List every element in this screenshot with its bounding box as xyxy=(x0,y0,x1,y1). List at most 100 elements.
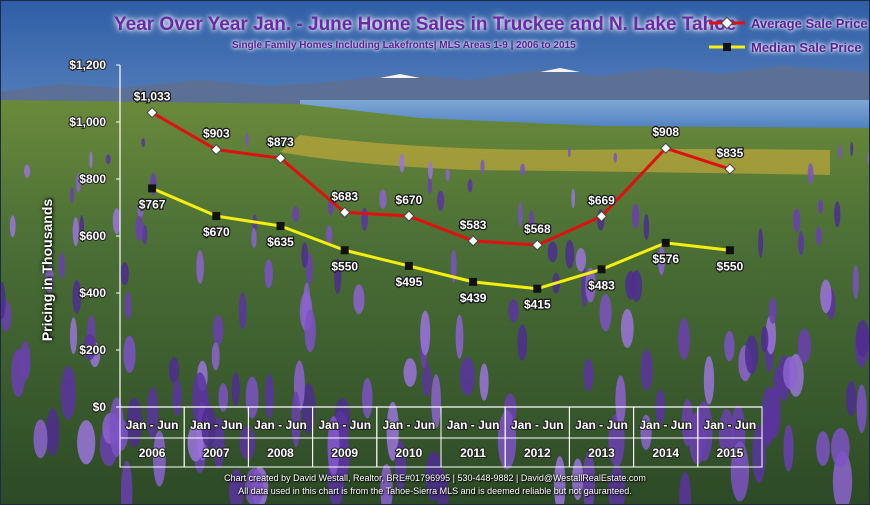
lupine-flower xyxy=(625,271,637,300)
data-label: $576 xyxy=(652,252,679,266)
lupine-flower xyxy=(301,383,316,434)
lupine-flower xyxy=(135,215,144,241)
x-tick-range-label: Jan - Jun xyxy=(575,418,628,432)
data-point-marker xyxy=(210,143,222,156)
lupine-flower xyxy=(244,468,264,505)
lupine-flower xyxy=(694,401,713,462)
lupine-flower xyxy=(115,419,128,451)
lupine-flower xyxy=(362,378,373,419)
data-point-marker xyxy=(661,238,670,247)
lupine-flower xyxy=(613,152,618,163)
y-tick-label: $1,000 xyxy=(69,115,106,129)
lupine-flower xyxy=(575,247,587,272)
lupine-flower xyxy=(83,334,97,360)
chart-title: Year Over Year Jan. - June Home Sales in… xyxy=(114,14,737,35)
lupine-flower xyxy=(201,405,217,448)
lupine-flower xyxy=(60,365,76,420)
lupine-flower xyxy=(450,249,457,283)
lupine-flower xyxy=(137,200,144,219)
data-label: $635 xyxy=(267,235,294,249)
lupine-flower xyxy=(304,309,316,353)
lupine-flower xyxy=(856,384,867,434)
lupine-flower xyxy=(724,330,735,362)
lupine-flower xyxy=(422,363,432,397)
lupine-flower xyxy=(238,292,247,330)
lupine-flower xyxy=(105,154,111,165)
lupine-flower xyxy=(45,408,60,456)
data-label: $908 xyxy=(652,125,679,139)
lupine-flower xyxy=(783,356,798,390)
lupine-flower xyxy=(9,215,16,238)
y-tick-label: $400 xyxy=(79,286,106,300)
lupine-flower xyxy=(445,168,450,181)
lupine-flower xyxy=(168,356,180,384)
lupine-flower xyxy=(807,163,814,185)
lupine-flower xyxy=(583,358,594,392)
data-label: $568 xyxy=(524,222,551,236)
lupine-flower xyxy=(520,163,526,176)
x-tick-year-label: 2006 xyxy=(139,446,166,460)
lupine-flower xyxy=(793,208,801,233)
lupine-flower xyxy=(679,471,692,505)
data-point-marker xyxy=(660,142,672,154)
lupine-flower xyxy=(816,431,830,466)
data-point-marker xyxy=(531,239,543,251)
series-line-average xyxy=(151,111,731,247)
lupine-flower xyxy=(353,284,365,315)
lupine-flower xyxy=(608,413,625,467)
lupine-flower xyxy=(245,133,249,148)
x-tick-range-label: Jan - Jun xyxy=(511,418,564,432)
data-label: $439 xyxy=(460,291,487,305)
data-point-marker xyxy=(533,284,542,293)
y-tick-label: $800 xyxy=(79,172,106,186)
data-point-marker xyxy=(276,222,285,231)
data-label: $495 xyxy=(396,275,423,289)
data-label: $1,033 xyxy=(134,90,171,104)
data-label: $683 xyxy=(331,189,358,203)
x-tick-range-label: Jan - Jun xyxy=(447,418,500,432)
lupine-flower xyxy=(567,146,571,158)
x-tick-year-label: 2007 xyxy=(203,446,230,460)
lupine-flower xyxy=(231,372,240,406)
data-point-marker xyxy=(597,265,606,274)
y-tick-label: $0 xyxy=(93,400,107,414)
data-point-marker xyxy=(148,184,157,193)
lupine-flower xyxy=(834,201,841,228)
lupine-flower xyxy=(768,297,777,324)
lupine-flowers xyxy=(0,133,870,505)
data-label: $670 xyxy=(396,193,423,207)
lupine-flower xyxy=(571,188,576,209)
lupine-flower xyxy=(89,151,93,169)
lupine-flower xyxy=(301,242,309,268)
x-tick-range-label: Jan - Jun xyxy=(318,418,371,432)
lupine-flower xyxy=(327,415,340,477)
lupine-flower xyxy=(467,179,473,193)
lupine-flower xyxy=(0,281,6,320)
x-tick-range-label: Jan - Jun xyxy=(190,418,243,432)
y-tick-label: $600 xyxy=(79,229,106,243)
lupine-flower xyxy=(479,363,489,401)
data-label: $835 xyxy=(717,146,744,160)
legend-median-label: Median Sale Price xyxy=(751,40,862,55)
x-tick-range-label: Jan - Jun xyxy=(126,418,179,432)
lupine-flower xyxy=(218,383,229,412)
lupine-flower xyxy=(196,250,204,284)
lupine-flower xyxy=(831,427,850,468)
lupine-flower xyxy=(718,409,735,459)
lupine-flower xyxy=(437,190,445,211)
lupine-flower xyxy=(403,358,417,387)
lupine-flower xyxy=(24,164,31,178)
x-tick-range-label: Jan - Jun xyxy=(639,418,692,432)
lupine-flower xyxy=(599,293,612,332)
lupine-flower xyxy=(437,470,449,505)
y-tick-label: $200 xyxy=(79,343,106,357)
data-point-marker xyxy=(725,246,734,255)
lupine-flower xyxy=(455,314,464,359)
x-tick-year-label: 2013 xyxy=(588,446,615,460)
lupine-flower xyxy=(480,159,485,174)
x-tick-range-label: Jan - Jun xyxy=(254,418,307,432)
lupine-flower xyxy=(292,206,300,223)
